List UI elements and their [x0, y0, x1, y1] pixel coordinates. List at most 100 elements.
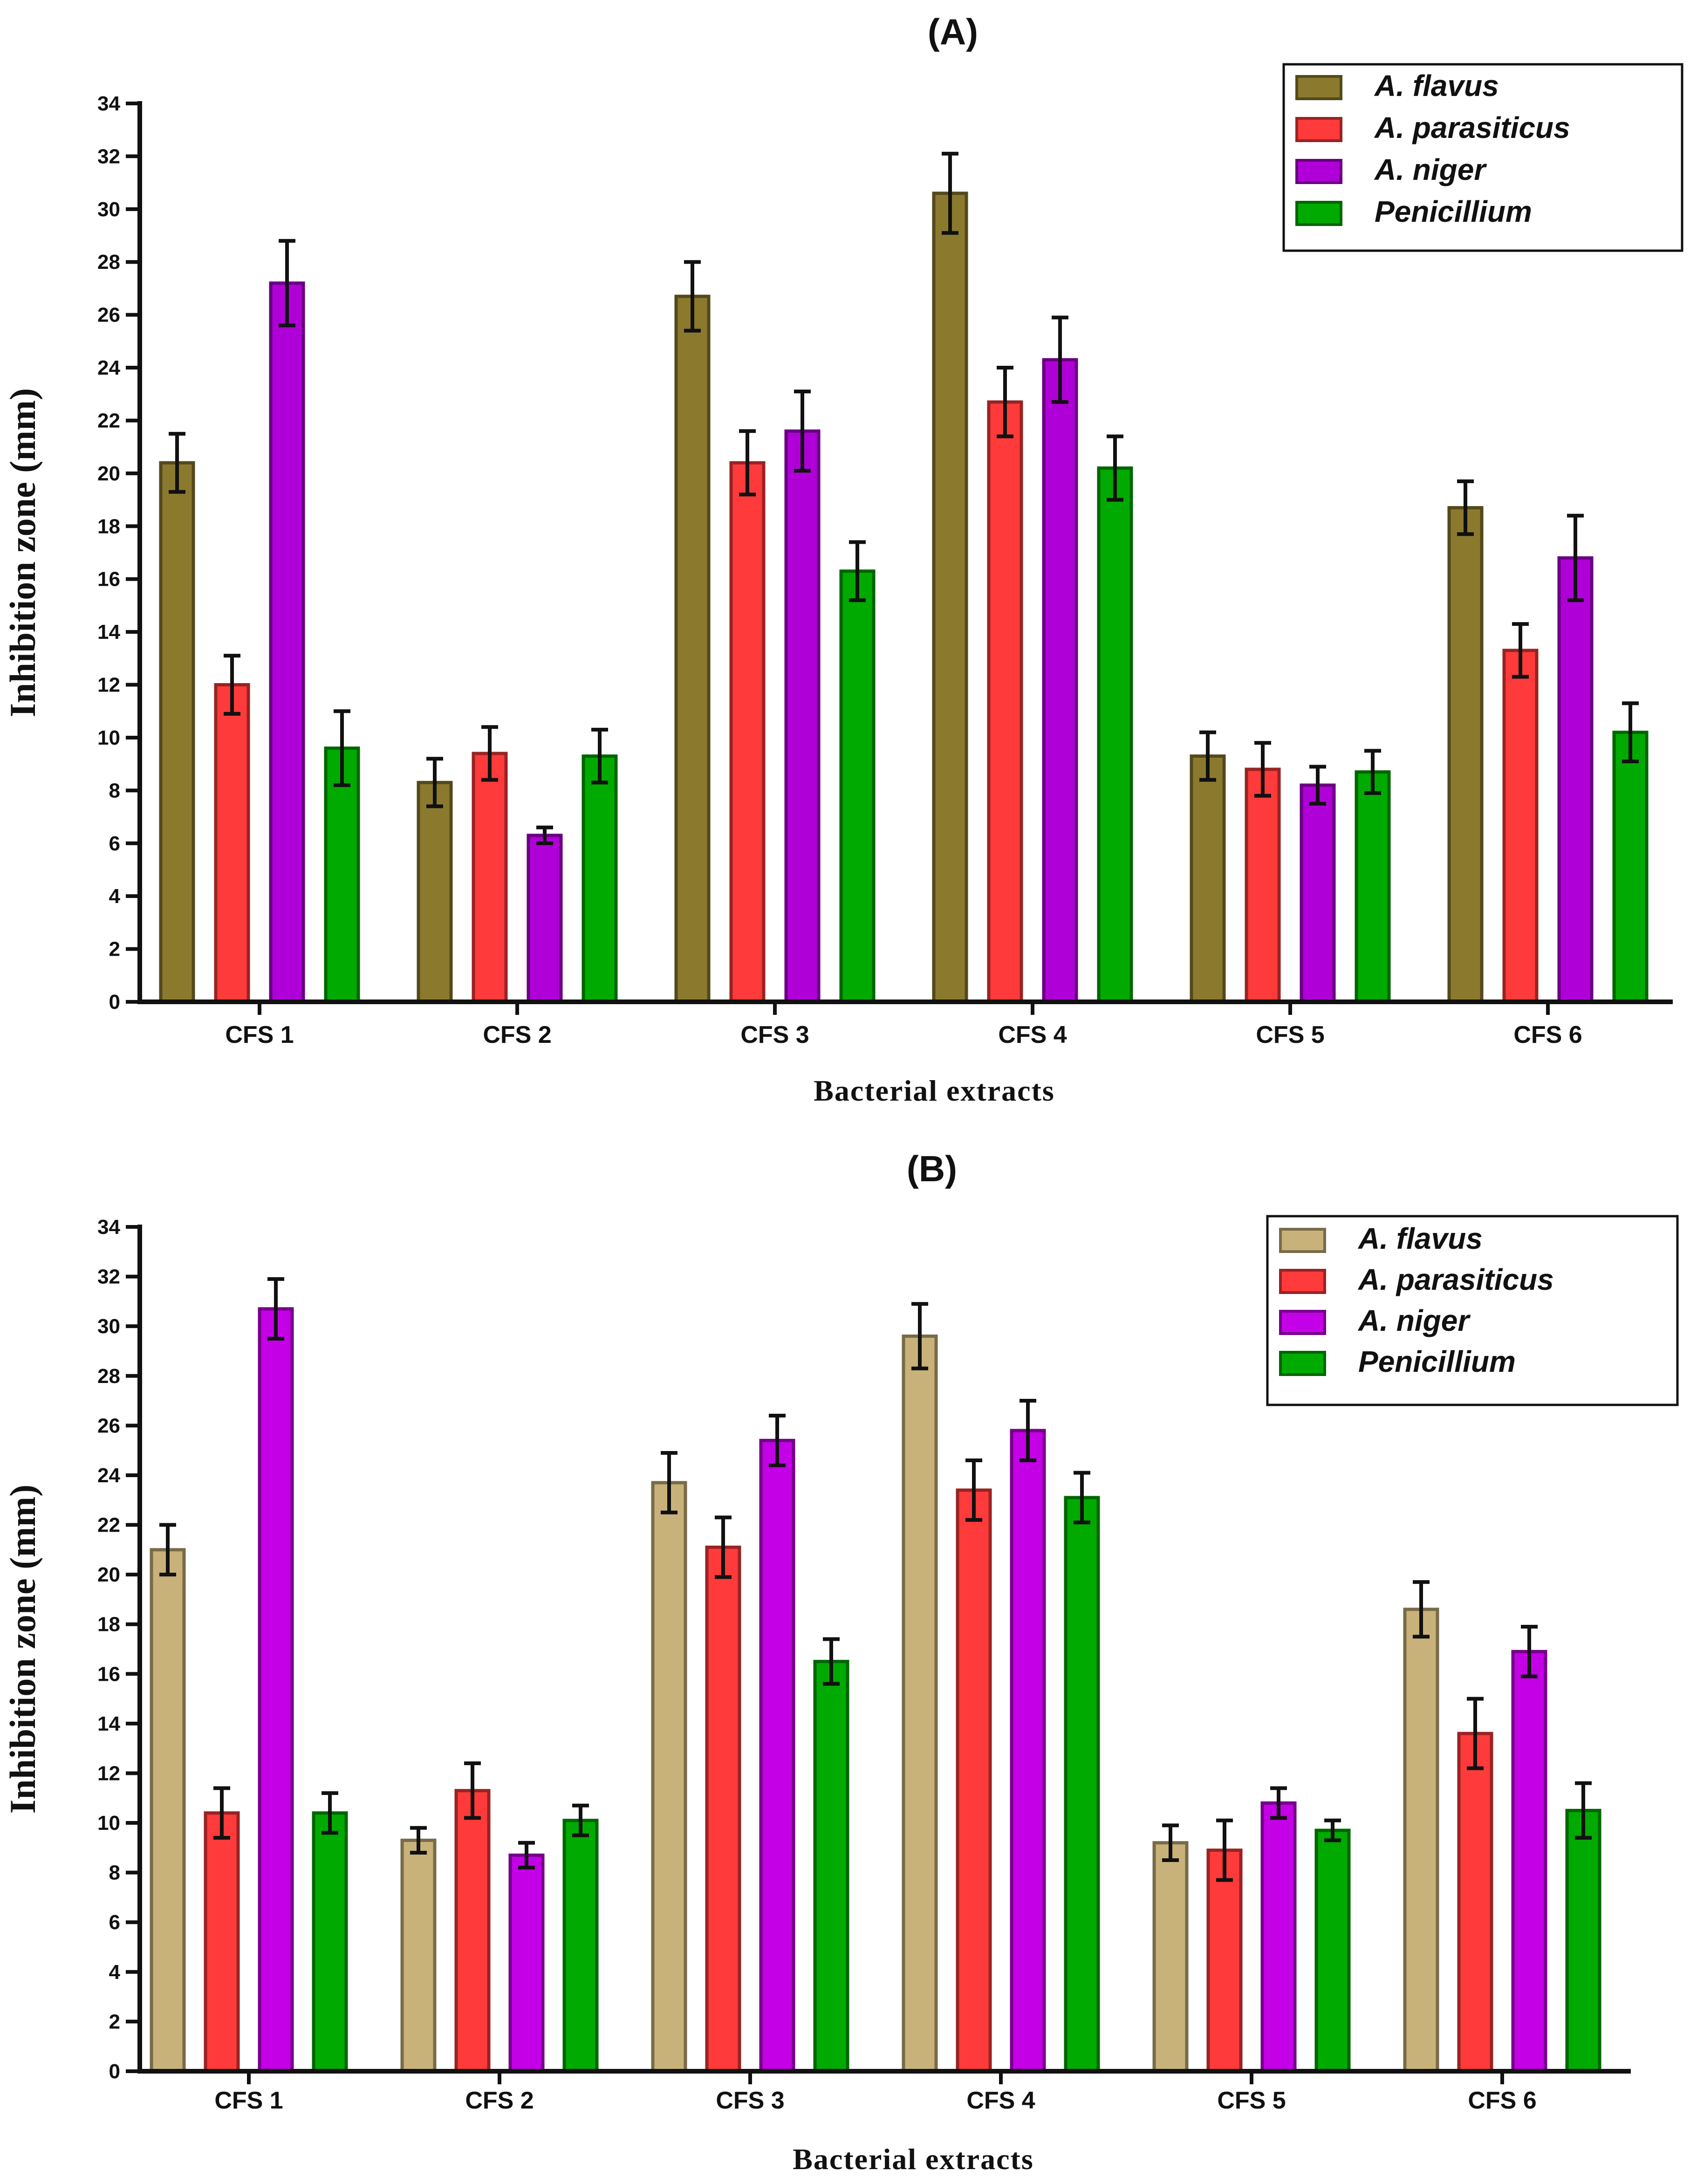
legend-label: A. niger: [1357, 1304, 1471, 1337]
y-tick-label: 4: [109, 1961, 121, 1984]
bar-b-4-1: [1206, 1849, 1243, 2073]
bar-a-5-3: [1612, 731, 1649, 1004]
legend-swatch: [1295, 201, 1342, 226]
bar-a-1-0: [417, 780, 453, 1004]
y-tick-label: 30: [97, 1315, 120, 1338]
bar-b-3-3: [1064, 1496, 1100, 2073]
y-tick-label: 4: [109, 885, 121, 908]
bar-b-5-2: [1511, 1650, 1547, 2073]
legend-swatch: [1279, 1310, 1326, 1335]
legend-swatch: [1279, 1269, 1326, 1294]
bar-a-0-2: [269, 281, 305, 1004]
legend-b: A. flavus A. parasiticus A. niger Penicilli…: [1266, 1215, 1679, 1406]
y-tick-label: 10: [97, 1812, 120, 1835]
legend-swatch: [1295, 159, 1342, 184]
bar-b-1-2: [508, 1853, 545, 2073]
y-tick-label: 24: [97, 356, 120, 379]
y-tick-label: 16: [97, 1663, 120, 1685]
bar-b-3-1: [956, 1488, 992, 2073]
y-tick-label: 8: [109, 779, 120, 802]
x-tick-label: CFS 3: [716, 2087, 784, 2114]
bar-b-2-1: [705, 1545, 741, 2073]
bar-a-4-1: [1245, 767, 1281, 1004]
bar-b-3-0: [902, 1334, 938, 2073]
y-tick-label: 26: [97, 1414, 120, 1437]
bar-a-1-3: [582, 754, 618, 1004]
legend-label: Penicillium: [1358, 1345, 1516, 1378]
bar-b-1-1: [454, 1789, 491, 2073]
y-axis-label: Inhibition zone (mm): [2, 1485, 43, 1814]
legend-label: A. niger: [1374, 153, 1487, 186]
bar-a-5-1: [1502, 649, 1539, 1004]
y-tick-label: 32: [97, 145, 120, 168]
bar-b-3-2: [1010, 1429, 1046, 2073]
legend-label: A. flavus: [1374, 69, 1499, 103]
bar-b-1-0: [400, 1838, 437, 2073]
legend-swatch: [1295, 117, 1342, 142]
y-tick-label: 28: [97, 1365, 120, 1388]
bar-a-3-3: [1097, 466, 1133, 1004]
bar-a-2-3: [839, 569, 876, 1004]
y-tick-label: 16: [97, 568, 120, 591]
x-tick-label: CFS 4: [998, 1021, 1067, 1048]
panel-title-b: (B): [907, 1148, 957, 1189]
x-tick-label: CFS 6: [1468, 2087, 1536, 2114]
y-tick-label: 8: [109, 1862, 120, 1884]
x-axis-label: Bacterial extracts: [814, 1074, 1055, 1107]
legend-label: Penicillium: [1375, 195, 1532, 228]
bar-a-2-0: [674, 294, 711, 1004]
panel-title-a: (A): [928, 11, 978, 52]
legend-swatch: [1295, 75, 1342, 100]
bar-b-0-1: [204, 1811, 240, 2073]
bar-b-5-1: [1457, 1732, 1493, 2073]
bar-a-1-1: [472, 752, 508, 1004]
bar-a-3-1: [987, 400, 1023, 1004]
y-tick-label: 14: [97, 1712, 120, 1735]
bar-b-5-3: [1565, 1808, 1601, 2073]
bar-b-4-2: [1260, 1801, 1297, 2073]
bar-a-4-3: [1355, 770, 1391, 1004]
y-tick-label: 22: [97, 1514, 120, 1537]
y-tick-label: 20: [97, 462, 120, 485]
bar-b-1-3: [562, 1819, 599, 2073]
y-tick-label: 20: [97, 1563, 120, 1586]
x-tick-label: CFS 4: [966, 2087, 1035, 2114]
y-tick-label: 22: [97, 409, 120, 432]
legend-box: [1282, 63, 1683, 252]
y-tick-label: 34: [97, 1216, 120, 1239]
y-tick-label: 6: [109, 1911, 120, 1934]
y-tick-label: 2: [109, 2010, 120, 2033]
y-tick-label: 2: [109, 938, 120, 961]
x-tick-label: CFS 2: [465, 2087, 534, 2114]
bar-b-4-3: [1314, 1828, 1351, 2073]
y-tick-label: 18: [97, 515, 120, 538]
legend-swatch: [1279, 1228, 1326, 1253]
x-tick-label: CFS 5: [1256, 1021, 1324, 1048]
y-tick-label: 6: [109, 832, 120, 855]
bar-a-3-2: [1042, 358, 1078, 1004]
bar-b-0-2: [258, 1307, 294, 2073]
y-tick-label: 12: [97, 674, 120, 697]
y-tick-label: 34: [97, 92, 120, 115]
bar-a-4-0: [1190, 754, 1226, 1004]
x-tick-label: CFS 6: [1513, 1021, 1582, 1048]
x-tick-label: CFS 2: [483, 1021, 551, 1048]
y-tick-label: 12: [97, 1762, 120, 1785]
legend-swatch: [1279, 1351, 1326, 1376]
bar-b-2-3: [813, 1660, 849, 2073]
y-axis-label: Inhibition zone (mm): [2, 388, 43, 717]
bar-a-0-1: [214, 683, 250, 1004]
legend-label: A. parasiticus: [1357, 1263, 1554, 1296]
bar-a-2-2: [784, 429, 821, 1004]
x-tick-label: CFS 5: [1217, 2087, 1286, 2114]
y-tick-label: 24: [97, 1464, 120, 1487]
y-tick-label: 14: [97, 621, 120, 644]
x-tick-label: CFS 1: [214, 2087, 283, 2114]
bar-b-2-2: [759, 1438, 795, 2073]
x-tick-label: CFS 1: [225, 1021, 294, 1048]
bar-b-0-3: [312, 1811, 348, 2073]
y-tick-label: 28: [97, 251, 120, 274]
